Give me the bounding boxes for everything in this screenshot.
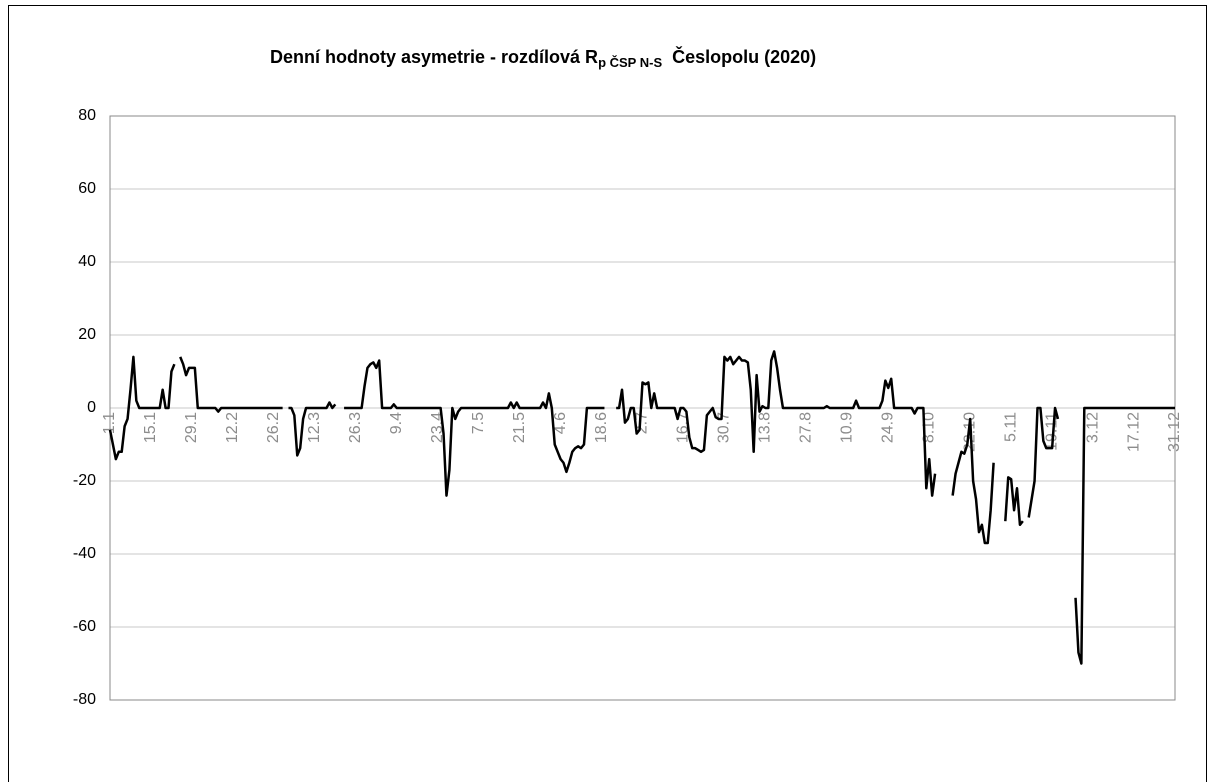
- x-tick-label: 30.7: [716, 412, 733, 443]
- x-tick-label: 2.7: [634, 412, 651, 434]
- chart-title: Denní hodnoty asymetrie - rozdílová Rp Č…: [270, 46, 816, 71]
- x-tick-label: 3.12: [1084, 412, 1101, 443]
- x-tick-label: 15.1: [142, 412, 159, 443]
- x-tick-label: 17.12: [1125, 412, 1142, 452]
- x-tick-label: 10.9: [839, 412, 856, 443]
- title-end: Česlopolu (2020): [672, 46, 816, 67]
- y-tick-label: 80: [78, 107, 96, 124]
- x-tick-label: 9.4: [388, 412, 405, 434]
- y-tick-label: 0: [87, 399, 96, 416]
- x-tick-label: 7.5: [470, 412, 487, 434]
- title-subscript: p ČSP N-S: [598, 55, 662, 70]
- y-tick-label: 20: [78, 326, 96, 343]
- x-tick-label: 31.12: [1166, 412, 1183, 452]
- y-tick-label: -20: [73, 472, 96, 489]
- y-tick-label: -40: [73, 545, 96, 562]
- x-tick-label: 26.3: [347, 412, 364, 443]
- x-tick-label: 24.9: [879, 412, 896, 443]
- x-tick-label: 12.3: [306, 412, 323, 443]
- y-tick-label: 60: [78, 180, 96, 197]
- chart-border: [8, 5, 1207, 782]
- x-tick-label: 13.8: [757, 412, 774, 443]
- x-tick-label: 29.1: [183, 412, 200, 443]
- x-tick-label: 27.8: [798, 412, 815, 443]
- x-tick-label: 21.5: [511, 412, 528, 443]
- x-tick-label: 12.2: [224, 412, 241, 443]
- x-tick-label: 26.2: [265, 412, 282, 443]
- x-tick-label: 19.11: [1043, 412, 1060, 451]
- y-tick-label: -80: [73, 691, 96, 708]
- title-main: Denní hodnoty asymetrie - rozdílová R: [270, 47, 598, 67]
- x-tick-label: 4.6: [552, 412, 569, 434]
- x-tick-label: 18.6: [593, 412, 610, 443]
- y-tick-label: -60: [73, 618, 96, 635]
- y-tick-label: 40: [78, 253, 96, 270]
- data-line: [108, 350, 1175, 665]
- x-tick-label: 5.11: [1002, 412, 1019, 442]
- x-tick-label: 1.1: [101, 412, 118, 434]
